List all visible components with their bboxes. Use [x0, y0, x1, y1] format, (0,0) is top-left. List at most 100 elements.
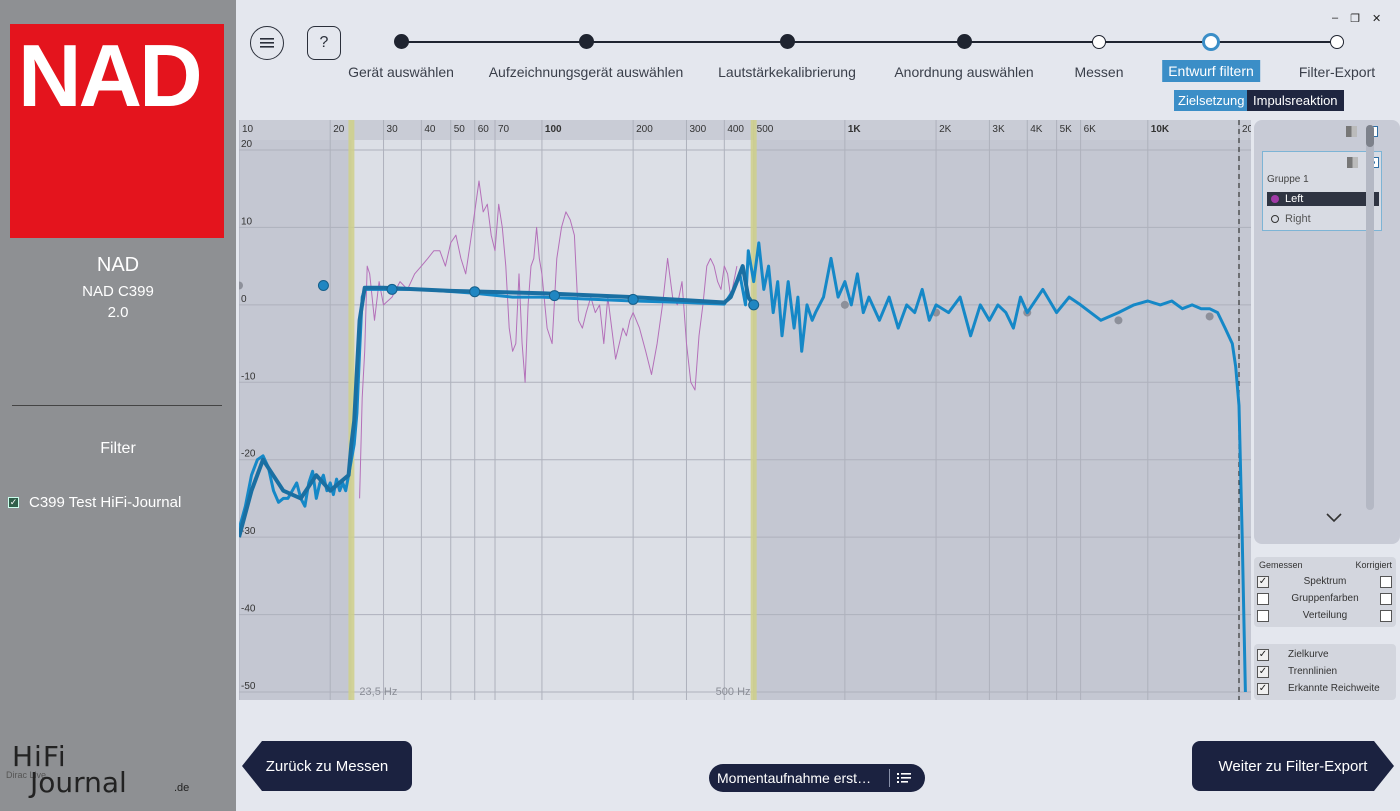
wizard-step-label[interactable]: Aufzeichnungsgerät auswählen	[488, 64, 684, 80]
detected-range	[351, 120, 754, 700]
option-label: Verteilung	[1302, 610, 1348, 621]
x-tick-label: 3K	[992, 124, 1005, 135]
snapshot-button[interactable]: Momentaufnahme erst…	[709, 764, 925, 792]
zielkurve-checkbox[interactable]: ✓	[1257, 649, 1269, 661]
low-range-handle	[348, 120, 355, 700]
restore-icon[interactable]: ❐	[1350, 13, 1360, 25]
x-axis-strip	[239, 120, 1251, 140]
x-tick-label: 5K	[1060, 124, 1073, 135]
x-tick-label: 10K	[1151, 124, 1170, 135]
group-card[interactable]: Gruppe 1 Left Right	[1262, 151, 1382, 231]
hifi-journal-watermark: HiFi Dirac Live Journal .de	[6, 740, 189, 799]
snapshot-label: Momentaufnahme erst…	[717, 770, 872, 786]
filter-list-item[interactable]: ✓ C399 Test HiFi-Journal	[8, 494, 181, 511]
x-tick-label: 400	[727, 124, 744, 135]
guide-point	[1205, 312, 1214, 321]
group-panel: Gruppe 1 Left Right	[1254, 120, 1400, 544]
next-to-filter-export-button[interactable]: Weiter zu Filter-Export	[1192, 741, 1394, 791]
view-row-reichweite[interactable]: ✓ Erkannte Reichweite	[1254, 682, 1396, 698]
low-range-label: 23,5 Hz	[359, 686, 397, 698]
target-control-point[interactable]	[317, 280, 329, 291]
close-icon[interactable]: ✕	[1372, 13, 1382, 25]
menu-button[interactable]	[250, 26, 284, 60]
view-row-zielkurve[interactable]: ✓ Zielkurve	[1254, 648, 1396, 664]
corrected-checkbox[interactable]	[1380, 610, 1392, 622]
x-tick-label: 60	[478, 124, 490, 135]
measured-checkbox[interactable]: ✓	[1257, 576, 1269, 588]
wizard-progress-line	[401, 41, 1337, 43]
channel-label: Right	[1285, 213, 1311, 225]
tab-impulsreaktion[interactable]: Impulsreaktion	[1247, 90, 1344, 111]
wizard-step-label[interactable]: Gerät auswählen	[348, 64, 454, 80]
measured-curve	[239, 241, 1247, 693]
minimize-icon[interactable]: ‒	[1332, 12, 1339, 24]
x-tick-label: 20K	[1242, 124, 1251, 135]
target-control-point[interactable]	[548, 290, 560, 302]
target-control-point[interactable]	[469, 286, 481, 298]
help-button[interactable]: ?	[307, 26, 341, 60]
measured-checkbox[interactable]	[1257, 610, 1269, 622]
x-tick-label: 200	[636, 124, 653, 135]
option-row-gruppenfarben: Gruppenfarben	[1254, 592, 1396, 606]
filter-heading: Filter	[100, 440, 136, 457]
y-tick-label: -40	[241, 604, 256, 615]
back-to-measure-button[interactable]: Zurück zu Messen	[242, 741, 412, 791]
channel-color-dot	[1271, 215, 1279, 223]
wizard-step-label[interactable]: Filter-Export	[1298, 64, 1376, 80]
y-tick-label: 10	[241, 216, 253, 227]
option-label: Spektrum	[1303, 576, 1347, 587]
watermark-journal: Journal	[30, 766, 127, 799]
filter-name: C399 Test HiFi-Journal	[29, 494, 182, 511]
channel-right[interactable]: Right	[1267, 212, 1379, 226]
channel-left[interactable]: Left	[1267, 192, 1379, 206]
watermark-de: .de	[174, 782, 190, 794]
wizard-step-dot[interactable]	[779, 34, 795, 49]
wizard-step-dot[interactable]	[1202, 33, 1220, 51]
wizard-step-label[interactable]: Anordnung auswählen	[894, 64, 1034, 80]
wizard-step-label[interactable]: Messen	[1074, 64, 1124, 80]
target-control-point[interactable]	[627, 293, 639, 305]
wizard-step-dot[interactable]	[393, 34, 409, 49]
grid-icon[interactable]	[1347, 157, 1358, 168]
x-tick-label: 300	[689, 124, 706, 135]
chevron-down-icon[interactable]	[1326, 513, 1342, 523]
logo-text: NAD	[18, 26, 203, 125]
wizard-step-dot[interactable]	[1092, 35, 1106, 49]
wizard-step-dot[interactable]	[578, 34, 594, 49]
target-control-point[interactable]	[748, 299, 760, 311]
grid-icon[interactable]	[1346, 126, 1357, 137]
list-icon[interactable]	[896, 770, 912, 786]
filter-checkbox[interactable]: ✓	[8, 497, 19, 508]
device-model: NAD C399	[82, 283, 154, 300]
reichweite-checkbox[interactable]: ✓	[1257, 683, 1269, 695]
tab-zielsetzung[interactable]: Zielsetzung	[1174, 90, 1249, 111]
y-tick-label: -10	[241, 371, 256, 382]
x-tick-label: 30	[387, 124, 399, 135]
y-tick-label: 20	[241, 139, 253, 150]
channel-color-dot	[1271, 195, 1279, 203]
target-control-point[interactable]	[386, 283, 398, 295]
snapshot-divider	[889, 769, 890, 787]
view-label: Zielkurve	[1288, 649, 1329, 660]
wizard-step-label[interactable]: Entwurf filtern	[1162, 60, 1260, 82]
trennlinien-checkbox[interactable]: ✓	[1257, 666, 1269, 678]
corrected-checkbox[interactable]	[1380, 576, 1392, 588]
hamburger-menu-icon	[260, 38, 274, 48]
option-label: Gruppenfarben	[1291, 593, 1359, 604]
scrollbar-thumb[interactable]	[1366, 125, 1374, 147]
view-row-trennlinien[interactable]: ✓ Trennlinien	[1254, 665, 1396, 681]
watermark-dirac: Dirac Live	[6, 770, 47, 780]
wizard-step-dot[interactable]	[956, 34, 972, 49]
wizard-step-label[interactable]: Lautstärkekalibrierung	[718, 64, 856, 80]
nad-logo: NAD	[10, 24, 224, 238]
sidebar: NAD NAD NAD C399 2.0 Filter ✓ C399 Test …	[0, 0, 236, 811]
measured-checkbox[interactable]	[1257, 593, 1269, 605]
wizard-step-dot[interactable]	[1330, 35, 1344, 49]
frequency-response-chart[interactable]: 10 20 30 40 50 60 70 100 200 300 400 500 1K 2K 3K 4K 5K 6…	[239, 120, 1251, 700]
corrected-checkbox[interactable]	[1380, 593, 1392, 605]
y-tick-label: -50	[241, 681, 256, 692]
x-tick-label: 1K	[848, 124, 862, 135]
option-row-verteilung: Verteilung	[1254, 609, 1396, 623]
panel-scrollbar[interactable]	[1366, 125, 1374, 510]
x-tick-label: 10	[242, 124, 254, 135]
